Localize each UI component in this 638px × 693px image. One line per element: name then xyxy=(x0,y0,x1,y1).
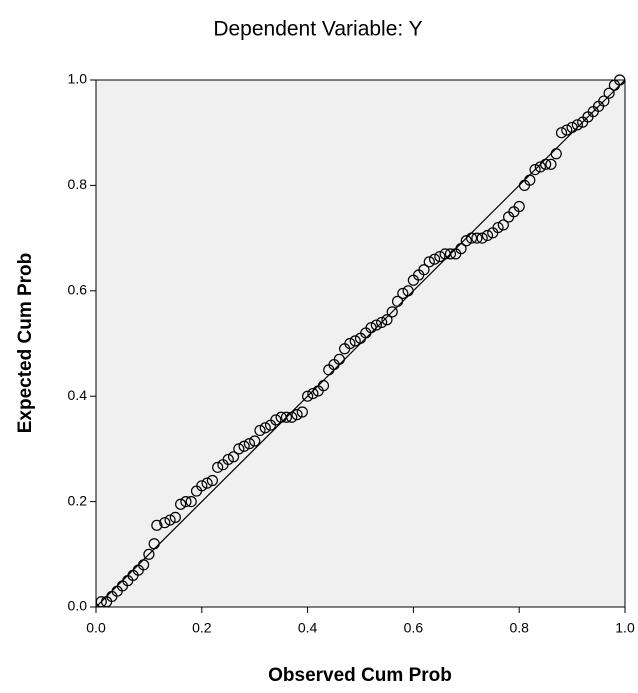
point xyxy=(254,424,266,437)
point xyxy=(434,250,446,263)
point xyxy=(291,409,303,421)
point xyxy=(259,422,271,434)
point xyxy=(460,235,472,247)
point xyxy=(418,264,430,276)
point xyxy=(249,435,261,447)
point xyxy=(196,480,208,492)
point xyxy=(614,74,626,86)
point xyxy=(397,287,409,300)
point xyxy=(423,256,435,268)
point xyxy=(138,559,150,571)
point xyxy=(391,295,404,307)
y-tick-label: 0.4 xyxy=(68,387,88,403)
x-tick-label: 0.8 xyxy=(509,620,529,636)
point xyxy=(376,316,388,329)
point xyxy=(333,353,345,365)
point xyxy=(365,322,377,334)
point xyxy=(206,474,218,487)
x-tick-label: 0.0 xyxy=(86,620,106,636)
point xyxy=(529,163,541,176)
point xyxy=(444,248,457,260)
point xyxy=(540,158,552,170)
point xyxy=(201,477,213,489)
point xyxy=(497,219,509,231)
point xyxy=(233,443,245,455)
point xyxy=(471,232,483,244)
y-tick-label: 1.0 xyxy=(68,71,88,87)
point xyxy=(148,538,160,550)
point xyxy=(296,406,308,418)
point xyxy=(175,498,187,510)
point xyxy=(561,124,573,136)
point xyxy=(238,440,250,452)
y-axis-label: Expected Cum Prob xyxy=(15,253,36,434)
point xyxy=(344,337,356,350)
point xyxy=(349,335,361,347)
point xyxy=(571,119,583,131)
point xyxy=(227,451,240,463)
point xyxy=(534,161,546,173)
point xyxy=(222,453,234,466)
y-tick-label: 0.8 xyxy=(68,176,88,192)
point xyxy=(402,285,414,297)
point xyxy=(180,496,192,508)
x-tick-label: 0.4 xyxy=(298,620,318,636)
point xyxy=(212,461,224,473)
point xyxy=(317,380,330,392)
point xyxy=(476,232,488,244)
point xyxy=(243,438,256,450)
x-tick-label: 0.6 xyxy=(404,620,424,636)
point xyxy=(270,414,282,426)
point xyxy=(143,548,155,560)
y-tick-label: 0.0 xyxy=(68,598,88,614)
point xyxy=(428,253,441,265)
point xyxy=(598,95,610,107)
point xyxy=(164,514,176,526)
point xyxy=(550,148,562,160)
point xyxy=(151,519,163,531)
point xyxy=(545,158,557,170)
point xyxy=(169,511,181,524)
point xyxy=(280,411,293,423)
y-tick-label: 0.6 xyxy=(68,282,88,298)
point xyxy=(555,127,568,139)
point xyxy=(481,229,494,242)
point xyxy=(455,243,467,255)
chart-title: Dependent Variable: Y xyxy=(213,18,422,41)
point xyxy=(513,200,525,213)
point xyxy=(386,306,398,318)
point xyxy=(566,121,578,134)
point xyxy=(286,411,298,423)
point xyxy=(302,390,314,402)
point xyxy=(185,496,197,508)
x-axis-label: Observed Cum Prob xyxy=(268,665,452,686)
x-tick-label: 0.2 xyxy=(192,620,212,636)
point xyxy=(370,319,382,331)
point xyxy=(381,314,393,326)
point xyxy=(307,387,319,400)
point xyxy=(159,517,171,529)
point xyxy=(524,174,536,186)
x-tick-label: 1.0 xyxy=(615,620,635,636)
y-tick-label: 0.2 xyxy=(68,492,88,508)
point xyxy=(492,221,504,234)
point xyxy=(95,596,107,608)
point xyxy=(603,87,615,99)
